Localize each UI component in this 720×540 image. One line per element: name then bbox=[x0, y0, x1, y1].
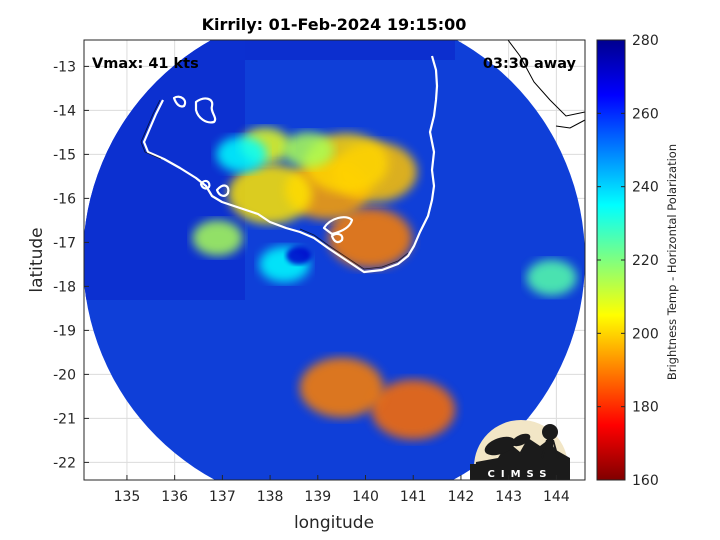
time-away-label: 03:30 away bbox=[483, 56, 577, 72]
y-tick-label: -19 bbox=[53, 323, 76, 339]
y-axis: -13 -14 -15 -16 -17 -18 -19 -20 -21 -22 bbox=[53, 59, 89, 471]
x-tick-label: 140 bbox=[352, 489, 379, 505]
x-tick-label: 143 bbox=[495, 489, 522, 505]
brightness-feature bbox=[299, 357, 384, 418]
brightness-feature bbox=[286, 246, 312, 265]
vmax-label: Vmax: 41 kts bbox=[92, 56, 199, 72]
brightness-feature bbox=[328, 208, 413, 268]
coastline bbox=[142, 55, 439, 274]
coastline-outline bbox=[140, 99, 409, 270]
x-tick-label: 135 bbox=[114, 489, 141, 505]
colorbar-tick-label: 220 bbox=[632, 253, 659, 269]
x-tick-label: 136 bbox=[161, 489, 188, 505]
y-tick-label: -16 bbox=[53, 191, 76, 207]
y-axis-title: latitude bbox=[27, 227, 47, 292]
colorbar-tick-label: 240 bbox=[632, 180, 659, 196]
brightness-feature bbox=[228, 164, 313, 224]
cimss-logo-text: CIMSS bbox=[488, 469, 553, 480]
y-tick-label: -15 bbox=[53, 147, 76, 163]
y-tick-label: -14 bbox=[53, 103, 76, 119]
y-tick-label: -17 bbox=[53, 235, 76, 251]
y-tick-label: -20 bbox=[53, 367, 76, 383]
colorbar-tick-label: 200 bbox=[632, 326, 659, 342]
x-tick-label: 138 bbox=[257, 489, 284, 505]
colorbar-tick-label: 160 bbox=[632, 473, 659, 489]
colorbar: 280 260 240 220 200 180 160 Brightness Temp - … bbox=[596, 33, 679, 489]
colorbar-tick-label: 260 bbox=[632, 106, 659, 122]
x-tick-label: 142 bbox=[448, 489, 475, 505]
brightness-feature bbox=[371, 379, 456, 440]
cimss-logo: CIMSS bbox=[470, 420, 570, 480]
colorbar-ticks: 280 260 240 220 200 180 160 bbox=[597, 33, 659, 489]
y-tick-label: -13 bbox=[53, 59, 76, 75]
x-axis: 135 136 137 138 139 140 141 142 143 144 bbox=[114, 475, 570, 505]
x-axis-title: longitude bbox=[294, 513, 374, 533]
brightness-feature bbox=[526, 259, 577, 296]
x-tick-label: 144 bbox=[543, 489, 570, 505]
y-tick-label: -21 bbox=[53, 411, 76, 427]
x-tick-label: 141 bbox=[400, 489, 427, 505]
brightness-feature bbox=[192, 220, 243, 256]
y-tick-label: -22 bbox=[53, 455, 76, 471]
brightness-feature bbox=[216, 136, 267, 173]
colorbar-gradient bbox=[596, 39, 626, 481]
y-tick-label: -18 bbox=[53, 279, 76, 295]
axes-frame bbox=[83, 39, 586, 481]
colorbar-tick-label: 280 bbox=[632, 33, 659, 49]
colorbar-title: Brightness Temp - Horizontal Polarizatio… bbox=[665, 144, 679, 380]
brightness-features bbox=[192, 127, 577, 440]
x-tick-label: 139 bbox=[304, 489, 331, 505]
x-tick-label: 137 bbox=[209, 489, 236, 505]
brightness-feature bbox=[283, 132, 334, 168]
chart-title: Kirrily: 01-Feb-2024 19:15:00 bbox=[202, 15, 467, 34]
colorbar-tick-label: 180 bbox=[632, 400, 659, 416]
